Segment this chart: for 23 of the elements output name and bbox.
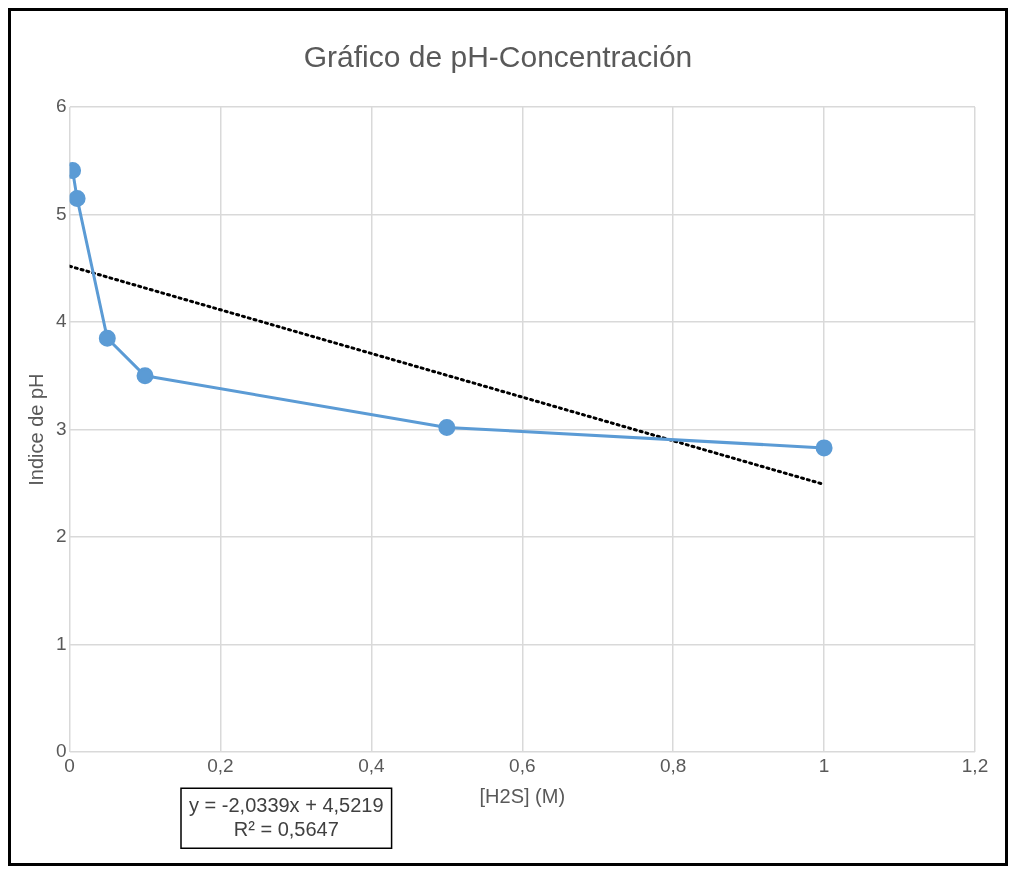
point — [136, 367, 154, 385]
point — [69, 189, 86, 207]
y-tick-label: 2 — [55, 525, 67, 547]
text: R² = 0,5647 — [233, 817, 339, 840]
chart-title: Gráfico de pH-Concentración — [303, 40, 693, 74]
point — [438, 418, 456, 436]
y-tick-label: 1 — [55, 632, 67, 654]
y-axis-title: Indice de pH — [24, 373, 47, 486]
y-tick-label: 3 — [55, 417, 67, 439]
y-tick-label: 4 — [55, 310, 67, 332]
y-tick-label: 5 — [55, 202, 67, 224]
x-tick-label: 0,4 — [358, 754, 386, 776]
text: y = -2,0339x + 4,5219 — [189, 793, 384, 816]
x-tick-label: 1 — [818, 754, 830, 776]
x-tick-label: 0,8 — [659, 754, 687, 776]
x-tick-label: 0,6 — [509, 754, 536, 776]
x-tick-label: 0,2 — [207, 754, 234, 776]
point — [815, 439, 833, 457]
x-axis-title: [H2S] (M) — [479, 784, 566, 807]
x-tick-label: 1,2 — [961, 754, 989, 776]
y-tick-label: 6 — [55, 95, 67, 117]
point — [98, 329, 116, 347]
y-tick-label: 0 — [55, 740, 67, 762]
